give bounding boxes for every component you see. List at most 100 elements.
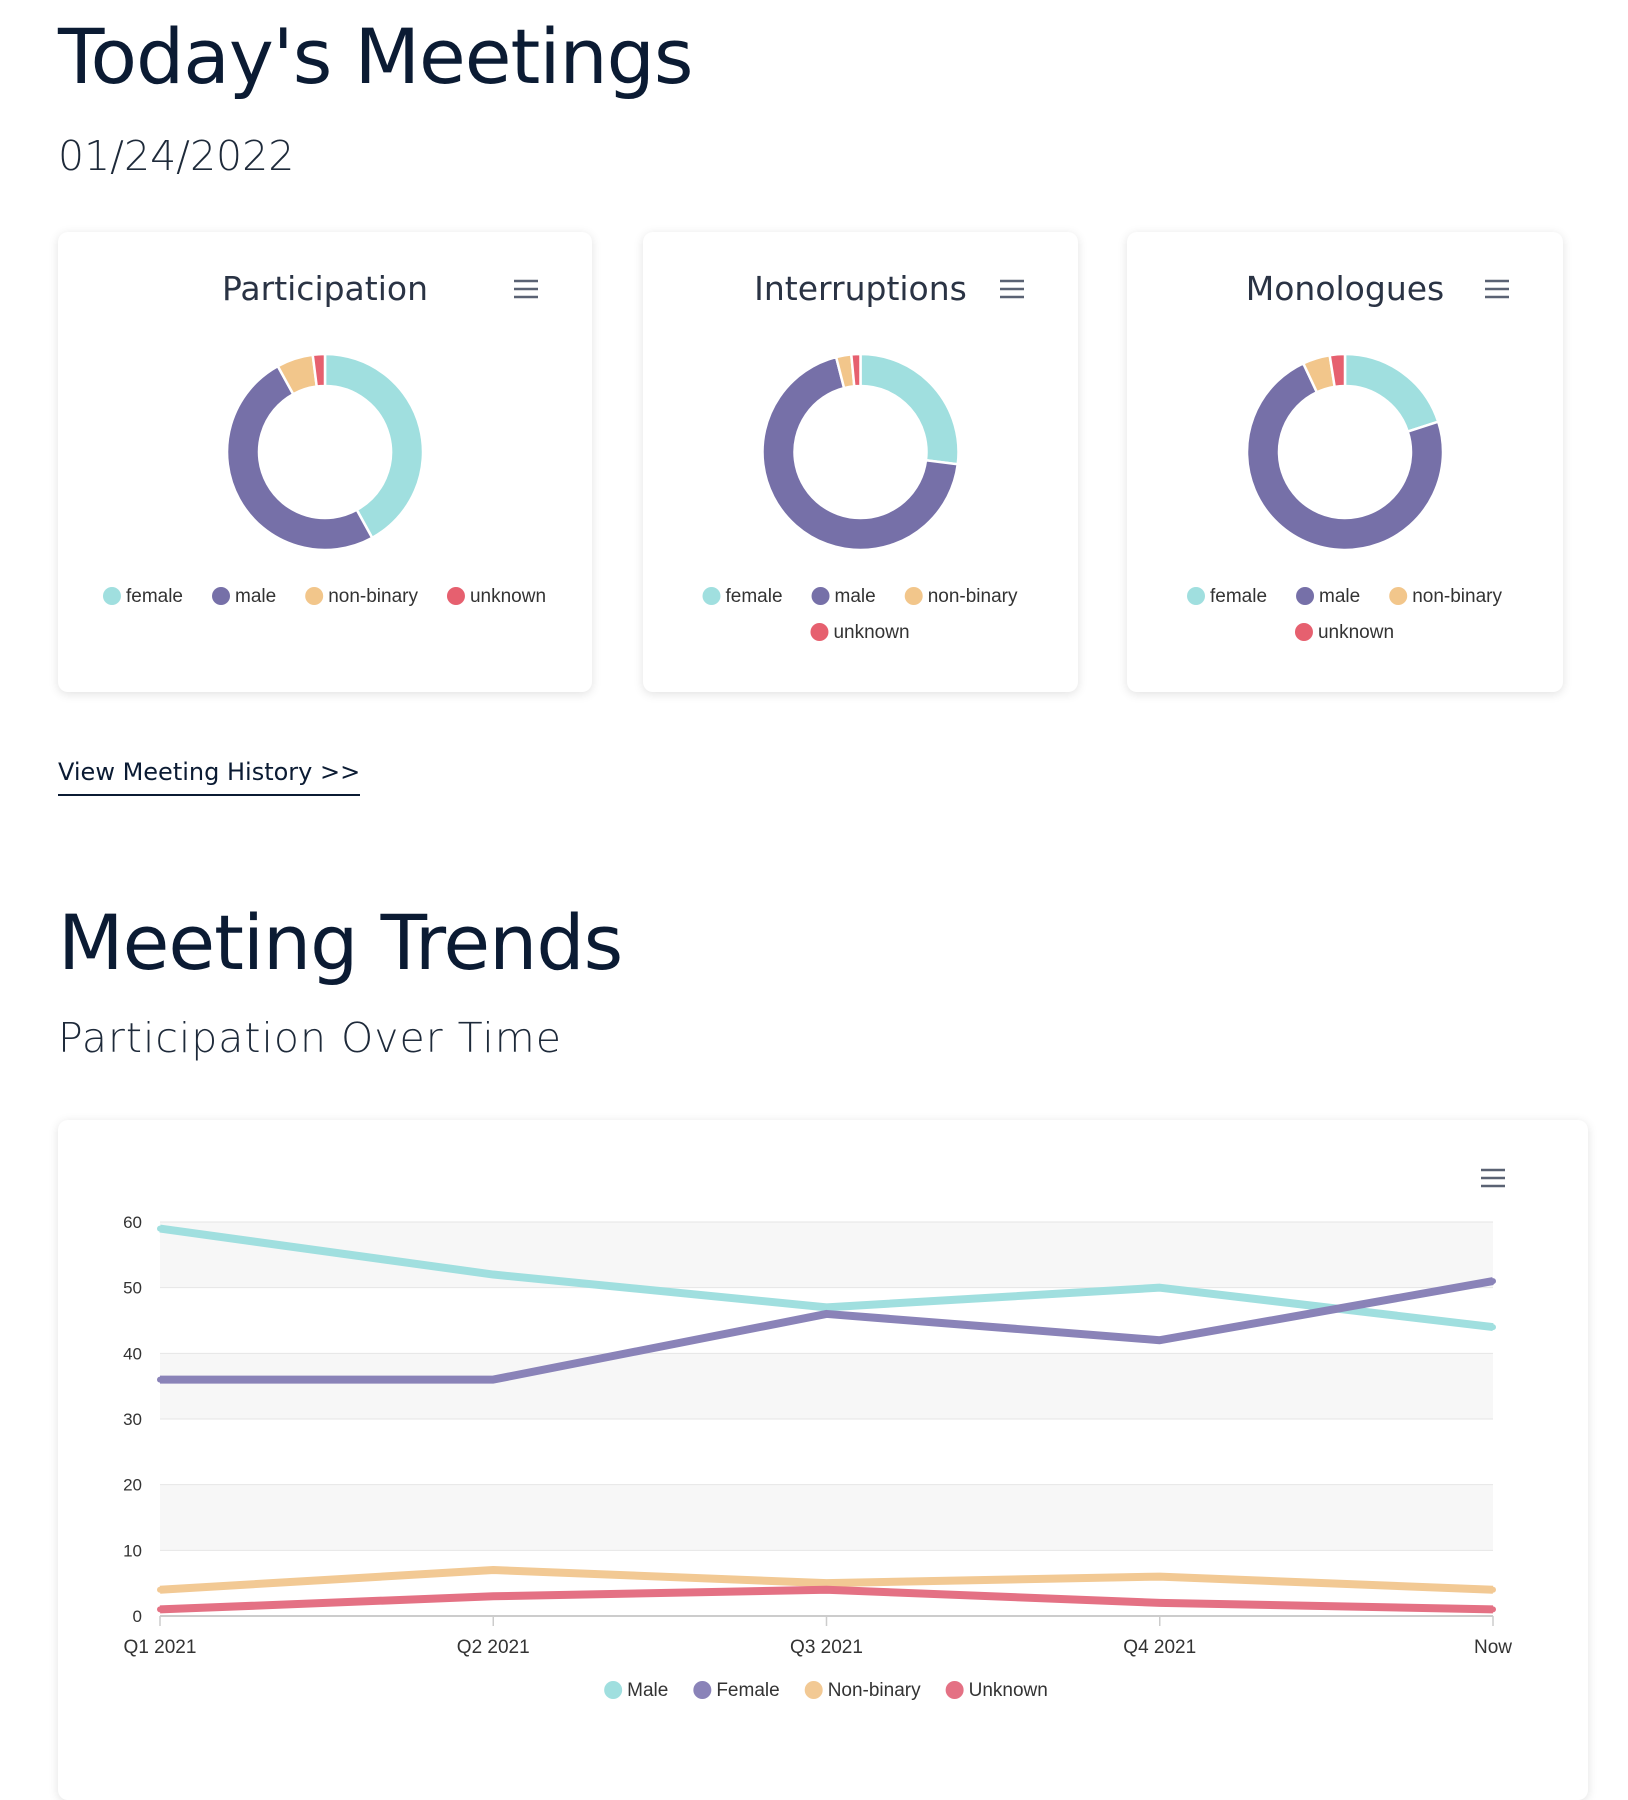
- data-point[interactable]: [490, 1593, 497, 1600]
- x-tick-label: Q4 2021: [1123, 1637, 1196, 1658]
- data-point[interactable]: [823, 1304, 830, 1311]
- legend-label: unknown: [470, 586, 546, 607]
- data-point[interactable]: [157, 1225, 163, 1232]
- donut-slice-male[interactable]: [225, 364, 374, 552]
- legend-label: female: [1210, 586, 1267, 607]
- interruptions-card: Interruptions female male non-binary unknown: [643, 232, 1078, 692]
- legend-marker: [102, 587, 121, 605]
- legend-item-unknown[interactable]: unknown: [1294, 622, 1394, 643]
- legend-marker: [945, 1681, 964, 1699]
- legend-marker: [702, 587, 721, 605]
- donut-slice-female[interactable]: [1343, 352, 1440, 434]
- legend-item-unknown[interactable]: unknown: [446, 586, 546, 607]
- legend-label: female: [126, 586, 183, 607]
- legend-marker: [804, 1681, 823, 1699]
- legend-marker: [212, 587, 231, 605]
- legend-label: Non-binary: [828, 1680, 921, 1701]
- x-tick-label: Now: [1474, 1637, 1512, 1658]
- donut-slice-male[interactable]: [1245, 361, 1445, 552]
- legend-marker: [1187, 587, 1206, 605]
- legend-marker: [904, 587, 923, 605]
- legend-item-male[interactable]: Male: [604, 1680, 668, 1701]
- plot-band: [160, 1353, 1493, 1419]
- x-tick-label: Q1 2021: [124, 1637, 197, 1658]
- data-point[interactable]: [1156, 1573, 1163, 1580]
- data-point[interactable]: [1490, 1278, 1496, 1285]
- legend-item-non-binary[interactable]: non-binary: [305, 586, 418, 607]
- x-tick-label: Q2 2021: [457, 1637, 530, 1658]
- monologues-card: Monologues female male non-binary unknown: [1127, 232, 1563, 692]
- legend-label: non-binary: [328, 586, 418, 607]
- legend-label: Unknown: [969, 1680, 1048, 1701]
- legend-label: male: [1319, 586, 1360, 607]
- chart-menu-icon[interactable]: [996, 275, 1028, 303]
- data-point[interactable]: [1490, 1606, 1496, 1613]
- data-point[interactable]: [1156, 1284, 1163, 1291]
- legend-item-male[interactable]: male: [212, 586, 276, 607]
- donut-slice-female[interactable]: [323, 352, 425, 540]
- chart-menu-icon[interactable]: [510, 275, 542, 303]
- data-point[interactable]: [1156, 1599, 1163, 1606]
- data-point[interactable]: [1156, 1337, 1163, 1344]
- data-point[interactable]: [823, 1586, 830, 1593]
- legend-item-female[interactable]: female: [1187, 586, 1267, 607]
- data-point[interactable]: [157, 1376, 163, 1383]
- legend-marker: [305, 587, 324, 605]
- legend-label: unknown: [833, 622, 909, 643]
- y-tick-label: 0: [133, 1607, 142, 1626]
- data-point[interactable]: [1490, 1586, 1496, 1593]
- legend-label: male: [235, 586, 276, 607]
- donut-slice-unknown[interactable]: [311, 352, 327, 388]
- legend-item-non-binary[interactable]: non-binary: [1389, 586, 1502, 607]
- legend-item-male[interactable]: male: [1296, 586, 1360, 607]
- y-tick-label: 60: [123, 1213, 142, 1232]
- data-point[interactable]: [157, 1586, 163, 1593]
- legend-item-unknown[interactable]: unknown: [810, 622, 910, 643]
- donut-slice-male[interactable]: [761, 355, 960, 552]
- trend-chart-menu-icon[interactable]: [1477, 1164, 1509, 1192]
- legend-label: non-binary: [928, 586, 1018, 607]
- legend-marker: [446, 587, 465, 605]
- trend-chart-card: 0 10 20 30 40 50 60 Q1 2021 Q2 2021 Q3 2021 Q4 202…: [58, 1120, 1588, 1800]
- y-tick-label: 10: [123, 1541, 142, 1560]
- legend-item-female[interactable]: female: [702, 586, 783, 607]
- legend-marker: [810, 623, 829, 641]
- donut-slice-female[interactable]: [859, 352, 960, 466]
- legend-label: male: [835, 586, 876, 607]
- trend-line-chart-svg: 0 10 20 30 40 50 60 Q1 2021 Q2 2021 Q3 2021 Q4 202…: [123, 1164, 1512, 1701]
- donut-slice-unknown[interactable]: [1328, 352, 1347, 389]
- view-meeting-history-link[interactable]: View Meeting History >>: [58, 758, 361, 796]
- legend-marker: [1389, 587, 1408, 605]
- legend-item-female[interactable]: Female: [693, 1680, 780, 1701]
- data-point[interactable]: [1490, 1324, 1496, 1331]
- plot-band: [160, 1222, 1493, 1288]
- donut-chart-svg: Interruptions female male non-binary unknown: [702, 269, 1028, 643]
- legend-item-non-binary[interactable]: non-binary: [904, 586, 1018, 607]
- legend-label: non-binary: [1412, 586, 1502, 607]
- legend-label: Male: [627, 1680, 668, 1701]
- data-point[interactable]: [490, 1271, 497, 1278]
- meeting-date: 01/24/2022: [58, 132, 295, 180]
- chart-menu-icon[interactable]: [1481, 275, 1513, 303]
- chart-title: Monologues: [1246, 269, 1444, 308]
- plot-band: [160, 1484, 1493, 1551]
- legend-marker: [604, 1681, 623, 1699]
- legend-label: unknown: [1318, 622, 1394, 643]
- legend-item-non-binary[interactable]: Non-binary: [804, 1680, 921, 1701]
- y-tick-label: 40: [123, 1344, 142, 1363]
- data-point[interactable]: [490, 1376, 497, 1383]
- data-point[interactable]: [823, 1580, 830, 1587]
- data-point[interactable]: [490, 1567, 497, 1574]
- data-point[interactable]: [823, 1310, 830, 1317]
- legend-item-male[interactable]: male: [811, 586, 876, 607]
- participation-over-time-subtitle: Participation Over Time: [58, 1014, 562, 1062]
- legend-marker: [693, 1681, 712, 1699]
- chart-title: Interruptions: [754, 269, 967, 308]
- meeting-trends-title: Meeting Trends: [58, 898, 623, 987]
- data-point[interactable]: [157, 1606, 163, 1613]
- donut-slice-unknown[interactable]: [849, 352, 862, 388]
- legend-label: female: [726, 586, 783, 607]
- legend-item-unknown[interactable]: Unknown: [945, 1680, 1048, 1701]
- legend-item-female[interactable]: female: [102, 586, 183, 607]
